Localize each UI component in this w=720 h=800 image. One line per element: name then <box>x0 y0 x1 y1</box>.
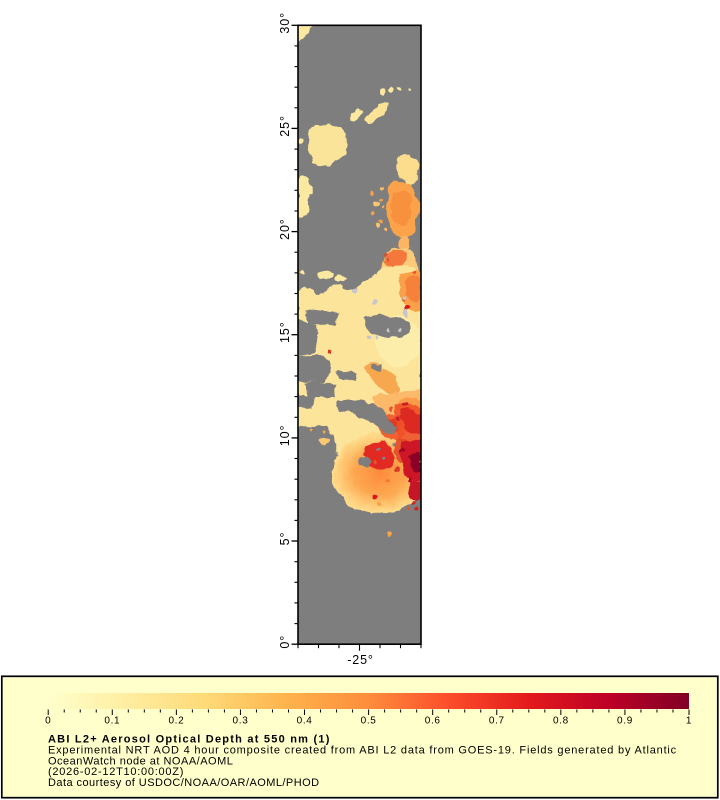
svg-text:15°: 15° <box>278 321 292 343</box>
svg-text:Experimental NRT AOD 4 hour co: Experimental NRT AOD 4 hour composite cr… <box>48 745 677 757</box>
svg-text:0: 0 <box>45 716 51 727</box>
svg-text:0.5: 0.5 <box>361 716 377 727</box>
svg-text:(2026-02-12T10:00:00Z): (2026-02-12T10:00:00Z) <box>48 766 184 778</box>
svg-text:10°: 10° <box>278 425 292 447</box>
svg-text:1: 1 <box>686 716 692 727</box>
svg-text:5°: 5° <box>278 532 292 546</box>
svg-text:Data courtesy of USDOC/NOAA/OA: Data courtesy of USDOC/NOAA/OAR/AOML/PHO… <box>48 777 320 789</box>
svg-text:30°: 30° <box>278 12 292 34</box>
svg-text:0.7: 0.7 <box>489 716 505 727</box>
svg-text:-25°: -25° <box>347 653 374 667</box>
svg-text:0.2: 0.2 <box>168 716 184 727</box>
svg-text:0.9: 0.9 <box>617 716 633 727</box>
svg-text:20°: 20° <box>278 218 292 240</box>
svg-text:25°: 25° <box>278 115 292 137</box>
svg-text:0.8: 0.8 <box>553 716 569 727</box>
svg-text:0.4: 0.4 <box>297 716 313 727</box>
svg-text:0.1: 0.1 <box>104 716 120 727</box>
svg-text:ABI L2+ Aerosol Optical Depth: ABI L2+ Aerosol Optical Depth at 550 nm … <box>48 734 331 746</box>
svg-text:0°: 0° <box>278 635 292 649</box>
svg-text:0.6: 0.6 <box>425 716 441 727</box>
svg-text:OceanWatch node at NOAA/AOML: OceanWatch node at NOAA/AOML <box>48 755 233 767</box>
svg-text:0.3: 0.3 <box>233 716 249 727</box>
